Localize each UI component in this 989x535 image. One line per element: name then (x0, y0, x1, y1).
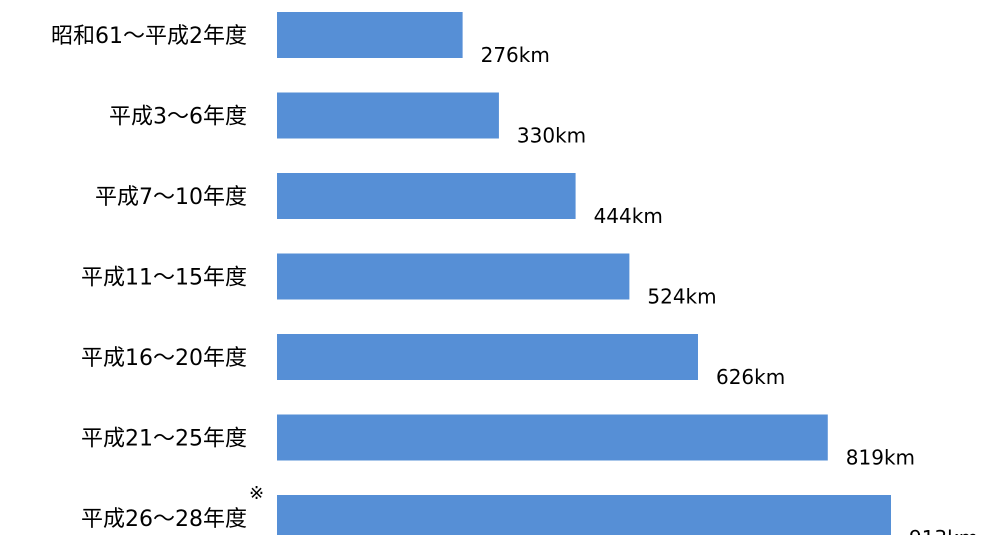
annotation-mark-0: ※ (249, 483, 264, 504)
category-label-0: 昭和61～平成2年度 (51, 24, 247, 49)
bar-4 (277, 334, 698, 380)
category-label-6: 平成26～28年度 (81, 507, 247, 532)
value-label-5: 819km (846, 446, 915, 470)
value-label-4: 626km (716, 365, 785, 389)
category-label-3: 平成11～15年度 (81, 266, 247, 291)
category-label-2: 平成7～10年度 (95, 185, 247, 210)
value-label-3: 524km (647, 285, 716, 309)
value-label-2: 444km (594, 204, 663, 228)
bar-0 (277, 12, 463, 58)
value-label-6: 913km (909, 526, 978, 535)
bar-1 (277, 92, 499, 139)
value-label-0: 276km (481, 43, 550, 67)
value-label-1: 330km (517, 124, 586, 148)
category-label-4: 平成16～20年度 (81, 346, 247, 371)
bar-2 (277, 173, 576, 219)
category-label-5: 平成21～25年度 (81, 427, 247, 452)
bar-5 (277, 414, 828, 461)
bars-group (277, 12, 891, 535)
bar-6 (277, 495, 891, 535)
category-label-1: 平成3～6年度 (109, 105, 247, 130)
annotations-group: ※ (249, 483, 264, 504)
category-labels-group: 昭和61～平成2年度平成3～6年度平成7～10年度平成11～15年度平成16～2… (51, 24, 247, 532)
value-labels-group: 276km 330km 444km 524km 626km 819km 913km (481, 43, 979, 535)
bar-3 (277, 253, 630, 300)
